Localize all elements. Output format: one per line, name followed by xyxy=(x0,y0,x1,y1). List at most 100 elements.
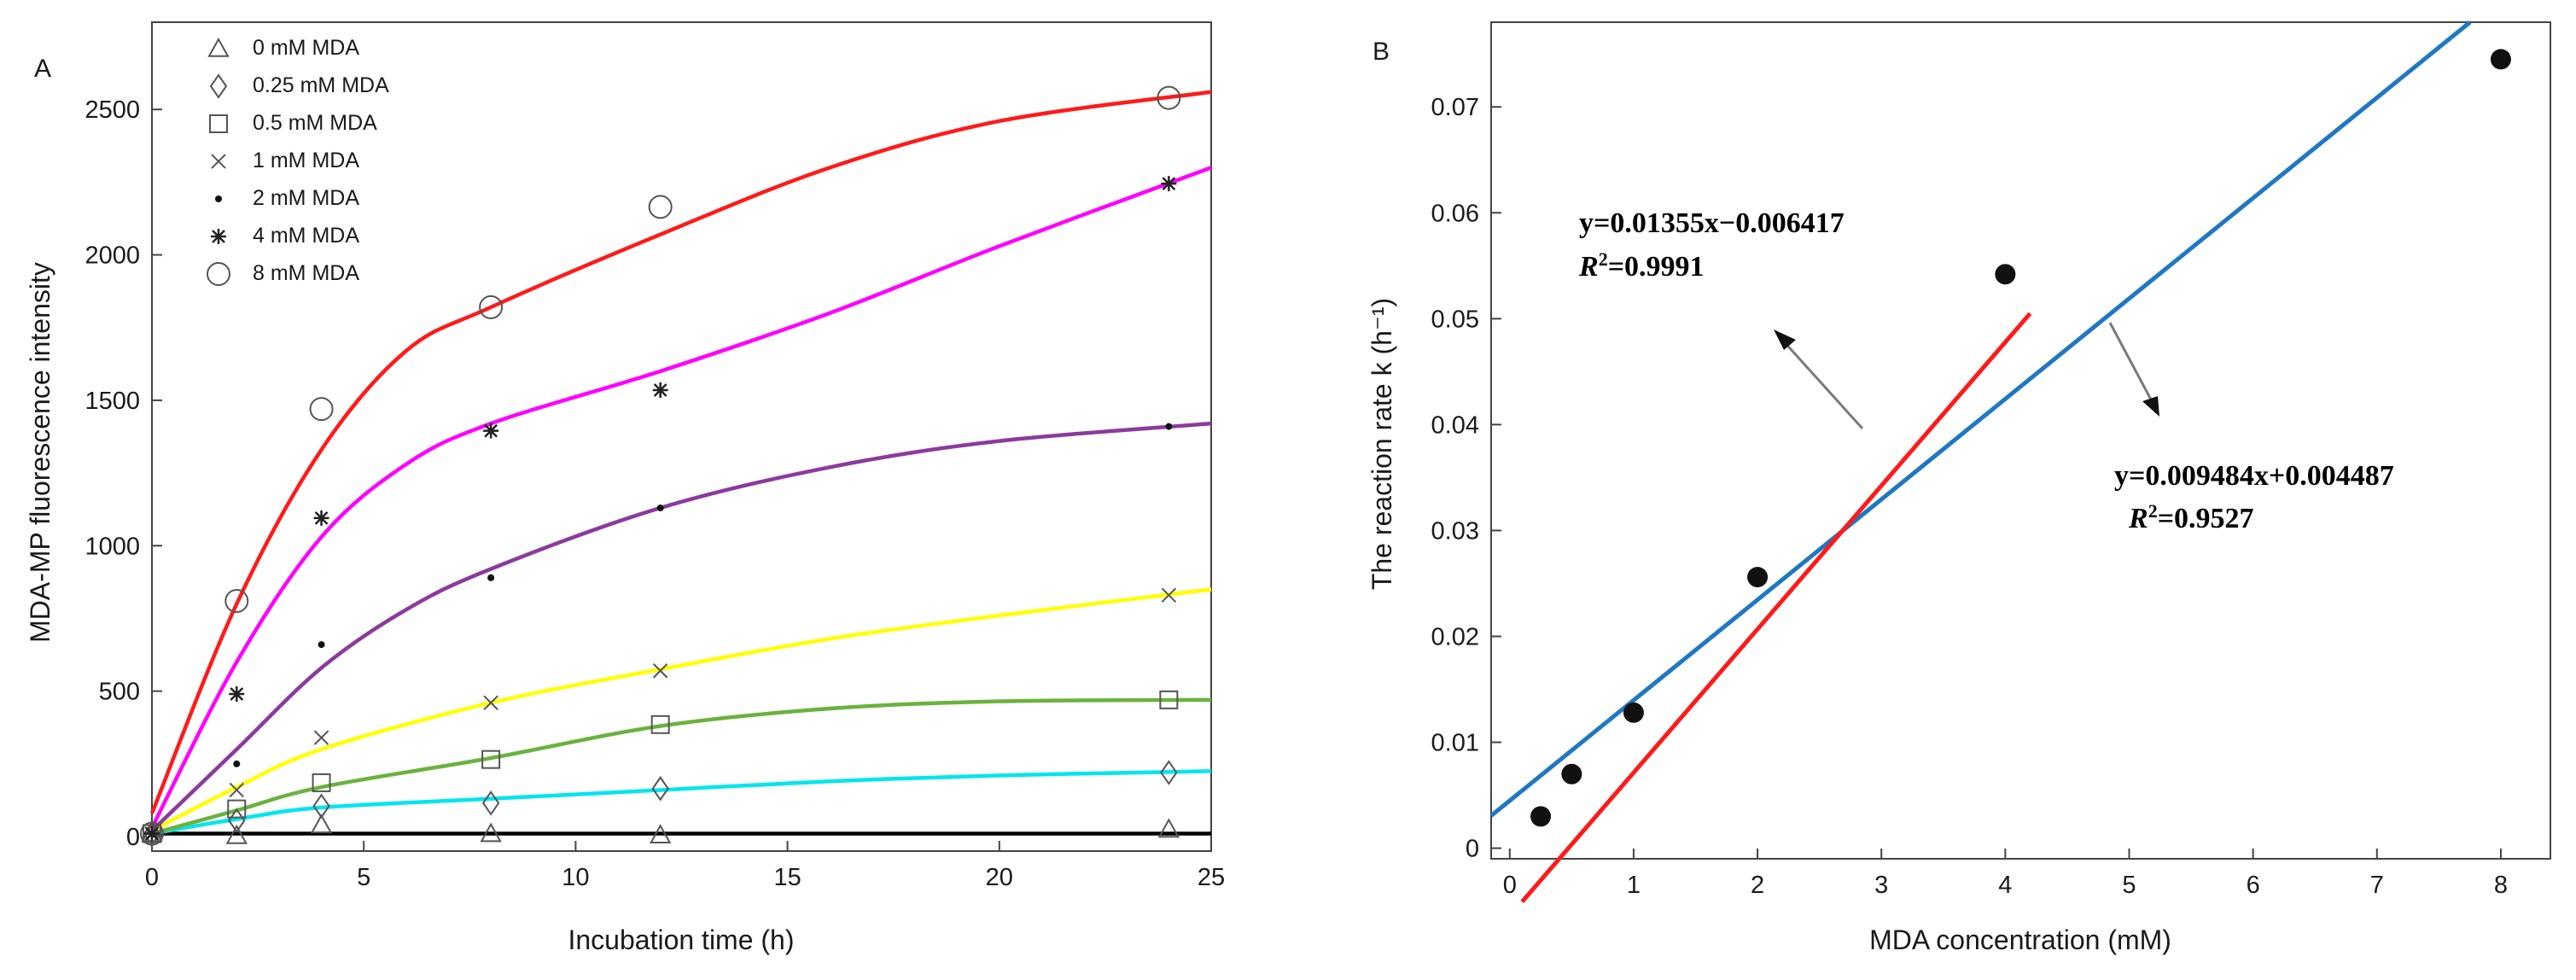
y-axis-label: MDA-MP fluorescence intensity xyxy=(25,262,55,643)
panel-a-frame xyxy=(151,21,1212,852)
data-point xyxy=(481,750,501,769)
data-point xyxy=(313,730,329,745)
data-point xyxy=(229,686,245,703)
data-point xyxy=(479,295,504,319)
data-point xyxy=(233,760,241,767)
legend-entry: 0.25 mM MDA xyxy=(253,73,389,97)
legend-entry: 0.5 mM MDA xyxy=(253,111,377,135)
data-point xyxy=(225,824,248,844)
fit-line xyxy=(150,421,1212,832)
data-point xyxy=(1157,85,1181,110)
data-point xyxy=(312,793,330,819)
data-point xyxy=(144,825,160,842)
data-point xyxy=(483,423,499,439)
data-point xyxy=(1561,763,1582,785)
data-point xyxy=(1161,176,1177,192)
panel-b-chart: B 0 1 2 3 4 5 6 7 8 0 0.01 0.02 0.03 0.04 0.05 0.06 0.07… xyxy=(1367,20,2551,955)
data-point xyxy=(652,663,668,679)
data-point xyxy=(481,790,500,816)
data-point xyxy=(1160,760,1178,785)
x-tick-label: 1 xyxy=(1627,872,1641,899)
x-tick-label: 5 xyxy=(2122,872,2136,899)
legend-marker xyxy=(211,229,226,244)
data-point xyxy=(318,641,325,649)
panel-b-label: B xyxy=(1373,38,1390,66)
data-point xyxy=(313,510,329,526)
data-point xyxy=(1747,567,1769,588)
data-point xyxy=(480,822,502,843)
data-point xyxy=(648,195,673,219)
blue-fit-equation: y=0.009484x+0.004487 xyxy=(2114,460,2394,492)
y-tick-label: 0.01 xyxy=(1431,730,1479,757)
fit-line xyxy=(149,90,1212,814)
y-tick-label: 0.03 xyxy=(1431,517,1479,545)
data-point xyxy=(1530,806,1552,827)
data-point xyxy=(1161,587,1177,603)
legend-entry: 1 mM MDA xyxy=(253,149,359,172)
y-tick-label: 0.02 xyxy=(1431,623,1479,650)
y-tick-label: 2000 xyxy=(85,242,140,270)
legend-marker xyxy=(207,262,230,286)
x-tick-label: 5 xyxy=(357,864,370,891)
data-point xyxy=(227,799,247,819)
fit-line xyxy=(150,587,1212,833)
y-tick-label: 2500 xyxy=(85,96,140,124)
legend: 0 mM MDA 0.25 mM MDA 0.5 mM MDA 1 mM MDA 2 m… xyxy=(207,36,389,286)
blue-fit-r-squared: R2=0.9527 xyxy=(2128,500,2254,535)
panel-b-frame xyxy=(1490,21,2551,860)
data-point xyxy=(1995,264,2016,285)
data-point xyxy=(2490,49,2511,70)
red-fit-r-squared: R2=0.9991 xyxy=(1578,248,1705,283)
data-point xyxy=(487,574,495,581)
data-point xyxy=(651,775,669,802)
x-tick-label: 2 xyxy=(1751,872,1764,899)
data-point xyxy=(1159,690,1179,709)
x-tick-label: 3 xyxy=(1874,872,1888,899)
legend-marker xyxy=(211,154,226,169)
data-point xyxy=(656,504,664,511)
x-tick-label: 6 xyxy=(2247,872,2260,899)
data-point xyxy=(650,715,670,734)
red-fit-arrowhead xyxy=(1774,330,1796,350)
red-fit-equation: y=0.01355x−0.006417 xyxy=(1579,207,1845,239)
y-tick-label: 500 xyxy=(99,679,140,706)
fit-line xyxy=(151,697,1212,836)
data-point xyxy=(309,397,334,422)
data-point xyxy=(649,824,672,844)
x-tick-label: 0 xyxy=(1503,872,1517,899)
blue-fit-arrowhead xyxy=(2142,396,2159,417)
data-point xyxy=(224,588,249,613)
y-tick-label: 0.07 xyxy=(1431,94,1479,121)
data-point xyxy=(483,695,498,710)
y-tick-label: 1000 xyxy=(85,533,140,560)
legend-entry: 0 mM MDA xyxy=(253,36,359,60)
y-tick-label: 0.06 xyxy=(1431,200,1479,227)
data-point xyxy=(143,824,161,843)
panel-a-label: A xyxy=(34,55,51,83)
data-point xyxy=(652,382,668,398)
data-point xyxy=(1165,423,1173,430)
y-tick-label: 0 xyxy=(1466,836,1479,863)
y-tick-label: 0.04 xyxy=(1431,411,1479,439)
data-point xyxy=(140,821,164,846)
panel-a-chart: A 0 5 10 15 20 25 0 500 1000 1500 2000 2500 0 mM MD… xyxy=(25,21,1225,955)
red-fit-arrow xyxy=(1780,338,1864,430)
legend-marker xyxy=(209,73,228,99)
x-tick-label: 25 xyxy=(1198,864,1225,891)
y-tick-label: 0.05 xyxy=(1431,306,1479,333)
data-point xyxy=(1623,702,1644,723)
x-tick-label: 8 xyxy=(2494,872,2508,899)
legend-marker xyxy=(207,37,230,57)
x-tick-label: 7 xyxy=(2370,872,2384,899)
x-tick-label: 10 xyxy=(562,864,589,891)
x-tick-label: 15 xyxy=(773,864,801,891)
legend-marker xyxy=(209,114,228,133)
y-tick-label: 0 xyxy=(126,824,140,851)
fit-line xyxy=(1520,312,2032,904)
y-tick-label: 1500 xyxy=(85,388,140,415)
data-point xyxy=(310,814,333,834)
x-axis-label: MDA concentration (mM) xyxy=(1869,925,2171,955)
x-axis-label: Incubation time (h) xyxy=(568,925,794,955)
data-point xyxy=(229,782,244,798)
